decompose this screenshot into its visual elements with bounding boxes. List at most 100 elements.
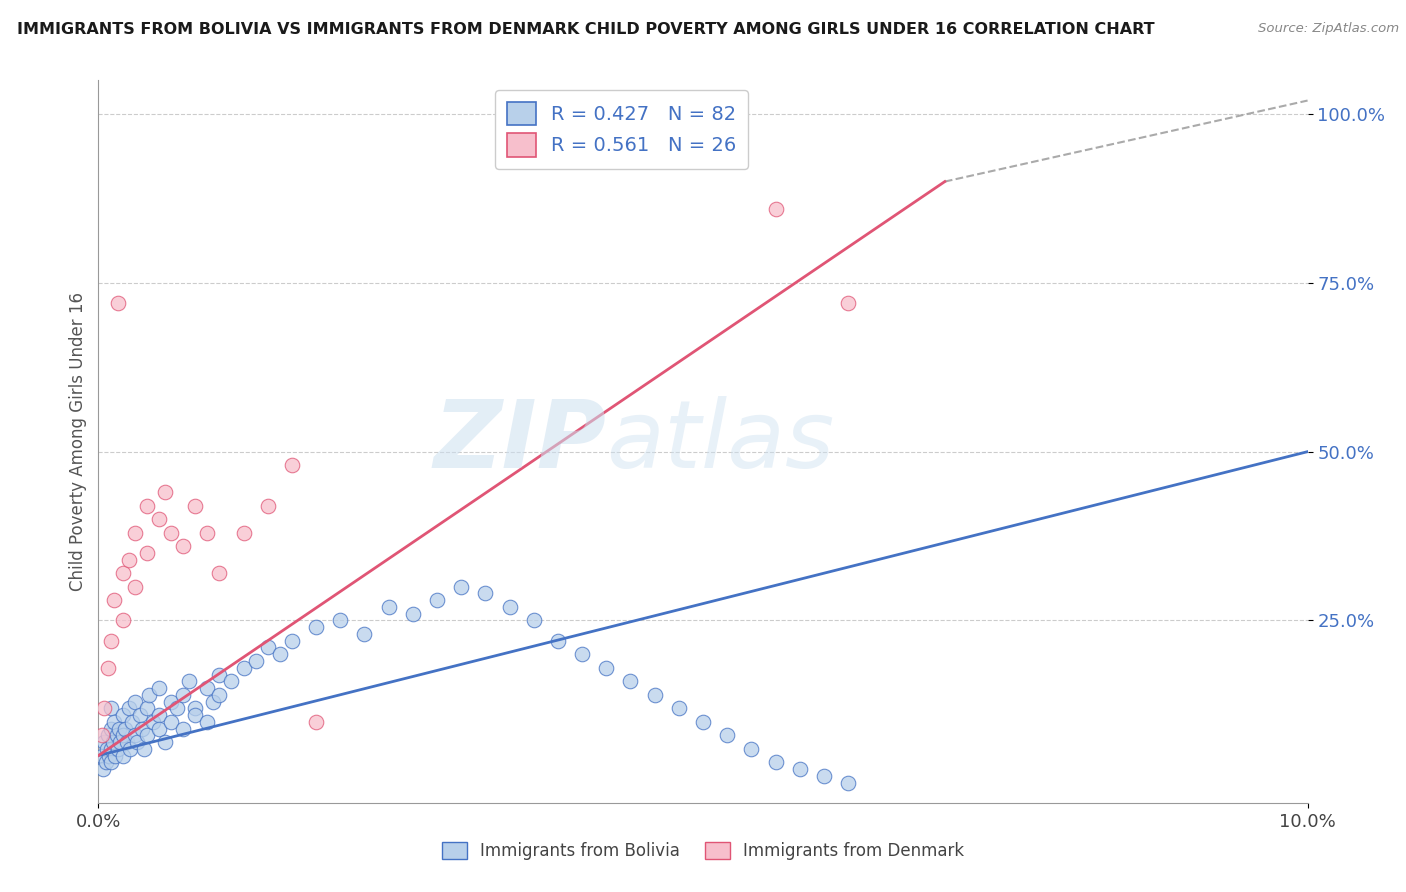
Point — [789, 762, 811, 776]
Point — [619, 674, 641, 689]
Point — [329, 614, 352, 628]
Point — [97, 728, 120, 742]
Point — [668, 701, 690, 715]
Point — [135, 546, 157, 560]
Point — [208, 566, 231, 581]
Point — [100, 701, 122, 715]
Point — [523, 614, 546, 628]
Point — [202, 694, 225, 708]
Point — [118, 552, 141, 566]
Point — [305, 620, 328, 634]
Point — [135, 701, 157, 715]
Point — [281, 458, 304, 472]
Point — [127, 735, 149, 749]
Point — [547, 633, 569, 648]
Point — [135, 499, 157, 513]
Legend: Immigrants from Bolivia, Immigrants from Denmark: Immigrants from Bolivia, Immigrants from… — [434, 835, 972, 867]
Point — [498, 599, 520, 614]
Point — [172, 688, 194, 702]
Point — [837, 775, 859, 789]
Point — [450, 580, 472, 594]
Point — [107, 296, 129, 310]
Point — [195, 525, 218, 540]
Point — [740, 741, 762, 756]
Point — [281, 633, 304, 648]
Point — [111, 614, 134, 628]
Point — [118, 741, 141, 756]
Point — [114, 722, 136, 736]
Point — [160, 525, 183, 540]
Point — [232, 525, 254, 540]
Point — [474, 586, 496, 600]
Point — [138, 688, 160, 702]
Point — [111, 728, 134, 742]
Point — [716, 728, 738, 742]
Point — [96, 741, 118, 756]
Point — [571, 647, 593, 661]
Point — [184, 701, 207, 715]
Point — [765, 756, 787, 770]
Point — [103, 714, 125, 729]
Point — [172, 722, 194, 736]
Point — [105, 728, 128, 742]
Point — [97, 661, 120, 675]
Point — [269, 647, 291, 661]
Point — [305, 714, 328, 729]
Point — [124, 580, 146, 594]
Point — [93, 701, 115, 715]
Point — [148, 512, 170, 526]
Point — [94, 756, 117, 770]
Point — [100, 756, 122, 770]
Point — [98, 748, 121, 763]
Point — [184, 499, 207, 513]
Point — [256, 640, 278, 655]
Point — [160, 714, 183, 729]
Point — [111, 566, 134, 581]
Point — [595, 661, 617, 675]
Point — [256, 499, 278, 513]
Point — [104, 748, 127, 763]
Point — [184, 708, 207, 723]
Point — [124, 525, 146, 540]
Point — [118, 701, 141, 715]
Text: ZIP: ZIP — [433, 395, 606, 488]
Point — [426, 593, 449, 607]
Point — [91, 728, 114, 742]
Point — [111, 748, 134, 763]
Point — [232, 661, 254, 675]
Point — [124, 694, 146, 708]
Point — [377, 599, 399, 614]
Point — [148, 722, 170, 736]
Text: atlas: atlas — [606, 396, 835, 487]
Point — [108, 735, 131, 749]
Point — [172, 539, 194, 553]
Point — [765, 202, 787, 216]
Point — [107, 741, 129, 756]
Point — [245, 654, 267, 668]
Point — [91, 762, 114, 776]
Point — [813, 769, 835, 783]
Point — [91, 748, 114, 763]
Point — [153, 735, 176, 749]
Point — [166, 701, 188, 715]
Point — [100, 633, 122, 648]
Point — [121, 714, 143, 729]
Point — [160, 694, 183, 708]
Point — [195, 714, 218, 729]
Point — [692, 714, 714, 729]
Point — [208, 667, 231, 681]
Text: IMMIGRANTS FROM BOLIVIA VS IMMIGRANTS FROM DENMARK CHILD POVERTY AMONG GIRLS UND: IMMIGRANTS FROM BOLIVIA VS IMMIGRANTS FR… — [17, 22, 1154, 37]
Point — [134, 741, 156, 756]
Point — [402, 607, 425, 621]
Point — [148, 708, 170, 723]
Point — [837, 296, 859, 310]
Point — [108, 722, 131, 736]
Point — [100, 722, 122, 736]
Point — [179, 674, 201, 689]
Y-axis label: Child Poverty Among Girls Under 16: Child Poverty Among Girls Under 16 — [69, 292, 87, 591]
Point — [124, 728, 146, 742]
Text: Source: ZipAtlas.com: Source: ZipAtlas.com — [1258, 22, 1399, 36]
Point — [353, 627, 375, 641]
Point — [135, 728, 157, 742]
Point — [195, 681, 218, 695]
